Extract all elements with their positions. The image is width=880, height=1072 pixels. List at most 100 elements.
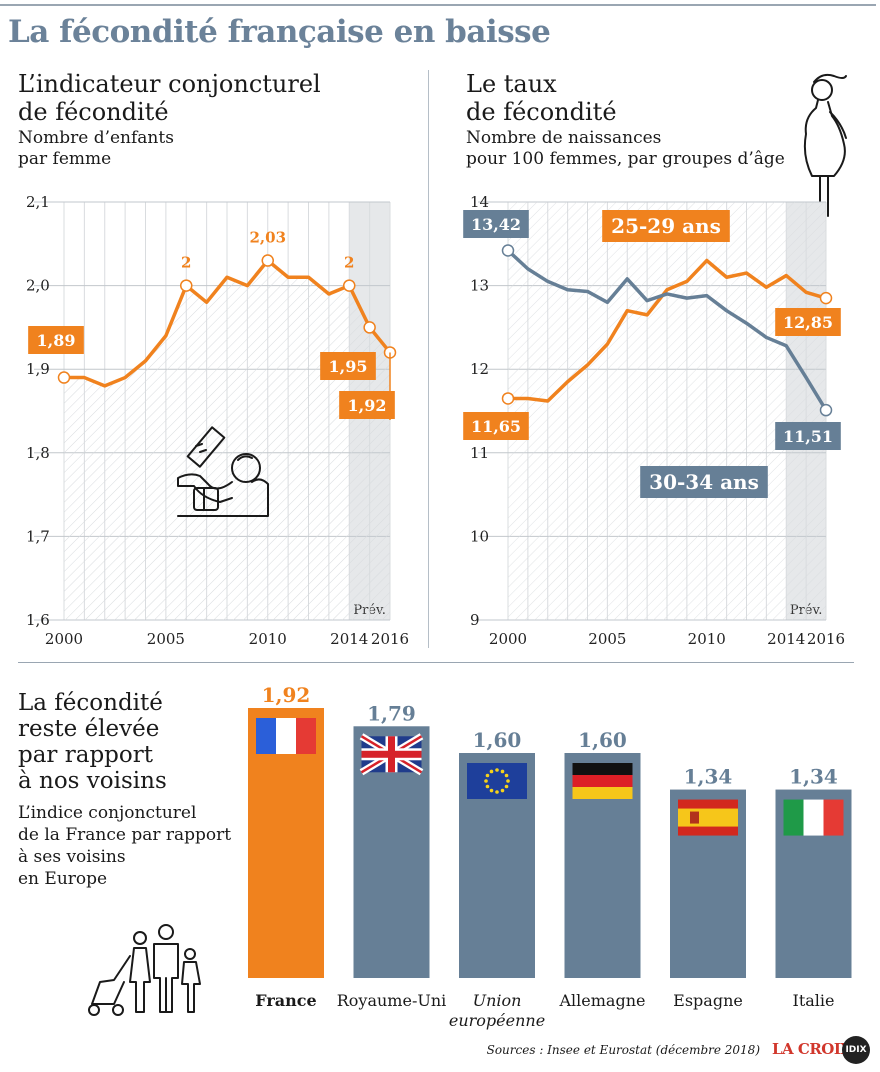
x-tick-label: 2010 (688, 630, 726, 648)
flag-stripe (572, 763, 633, 775)
flag-star (489, 769, 494, 774)
series-name-label-box (640, 466, 768, 498)
bar-value-label: 1,34 (789, 765, 838, 789)
bar-value-label: 1,60 (578, 728, 627, 752)
bar-value-label: 1,79 (367, 701, 416, 725)
flag-cross-red (361, 750, 422, 758)
panel2-title: Le taux de fécondité (466, 70, 617, 126)
data-label: 2 (181, 254, 191, 272)
x-tick-label: 2000 (45, 630, 83, 648)
flag-star (504, 773, 509, 778)
x-tick-label: 2005 (588, 630, 626, 648)
data-label-box (339, 391, 395, 419)
flag-stripe (572, 775, 633, 787)
horizontal-divider (18, 662, 854, 663)
series-name-label: 25-29 ans (611, 214, 721, 238)
x-tick-label: 2000 (489, 630, 527, 648)
data-label: 2,03 (249, 229, 286, 247)
data-label: 2 (344, 254, 354, 272)
flag-star (485, 773, 490, 778)
data-label: 1,95 (329, 357, 368, 376)
start-marker (501, 244, 515, 257)
bar-value-label: 1,34 (684, 765, 733, 789)
end-value-label-box (775, 308, 841, 336)
panel3-subtitle-line1: L’indice conjoncturel (18, 803, 197, 823)
data-label-box (320, 352, 376, 380)
x-tick-label: 2016 (371, 630, 409, 648)
y-tick-label: 1,6 (26, 611, 50, 629)
y-tick-label: 1,8 (26, 444, 50, 462)
x-tick-label: 2014 (767, 630, 805, 648)
brand-logo: LA CROIX (772, 1040, 852, 1058)
flag-star (484, 779, 488, 783)
flag-stripe (276, 718, 296, 754)
fertility-rate-chart: Prév.910111213142000200520102014201611,6… (463, 193, 845, 648)
y-tick-label: 9 (470, 611, 480, 629)
y-tick-label: 14 (470, 193, 489, 211)
y-tick-label: 10 (470, 527, 489, 545)
data-point-marker (57, 371, 71, 384)
top-rule (0, 4, 876, 6)
panel3-subtitle: L’indice conjoncturel de la France par r… (18, 802, 231, 890)
data-point-marker (261, 254, 274, 267)
icf-line (64, 258, 392, 388)
data-point-marker (180, 279, 193, 292)
y-tick-label: 2,0 (26, 277, 50, 295)
y-tick-label: 2,1 (26, 193, 50, 211)
flag-star (495, 768, 499, 772)
flag-star (489, 788, 494, 793)
x-tick-label: 2016 (807, 630, 845, 648)
data-label-box (28, 326, 84, 354)
bar-category-label: Union (473, 991, 522, 1010)
flag-emblem (690, 811, 699, 824)
end-value-label-box (775, 422, 841, 450)
series-line-25-29 (508, 258, 827, 403)
series-line-30-34 (506, 249, 828, 412)
panel1-title-line1: L’indicateur conjoncturel (18, 70, 321, 98)
baby-bottle-icon (177, 426, 269, 517)
series-name-label-box (602, 210, 730, 242)
start-value-label: 13,42 (471, 215, 521, 234)
y-tick-label: 1,9 (26, 360, 50, 378)
x-tick-label: 2014 (330, 630, 368, 648)
bar-category-label: européenne (449, 1011, 545, 1030)
start-value-label: 11,65 (471, 417, 521, 436)
end-marker (819, 403, 833, 417)
flag-stripe (572, 787, 633, 799)
hatch-fill (508, 202, 826, 620)
panel1-title: L’indicateur conjoncturel de fécondité (18, 70, 321, 126)
y-tick-label: 1,7 (26, 527, 50, 545)
panel2-subtitle: Nombre de naissances pour 100 femmes, pa… (466, 128, 785, 170)
area-fill (64, 260, 390, 620)
bar-group-italy: 1,34 Italie (775, 765, 852, 1010)
start-marker (501, 392, 515, 405)
panel2-subtitle-line1: Nombre de naissances (466, 128, 662, 148)
bar-category-label: Espagne (673, 991, 743, 1010)
panel2-title-line1: Le taux (466, 70, 557, 98)
start-value-label-box (463, 210, 529, 238)
bar-category-label: Italie (793, 991, 835, 1010)
flag-stripe (823, 799, 844, 836)
bar-category-label: Royaume-Uni (337, 991, 447, 1010)
panel3-title-line2: reste élevée (18, 716, 160, 742)
page-title: La fécondité française en baisse (8, 14, 551, 50)
y-tick-label: 11 (470, 444, 489, 462)
panel1-subtitle-line2: par femme (18, 149, 112, 169)
bar-category-label: France (255, 991, 316, 1010)
end-value-label: 11,51 (783, 427, 833, 446)
vertical-divider (428, 70, 429, 648)
bar-value-label: 1,60 (473, 728, 522, 752)
panel3-subtitle-line3: à ses voisins (18, 847, 126, 867)
bar-category-label: Allemagne (559, 991, 646, 1010)
panel3-title-line3: par rapport (18, 742, 153, 768)
data-point-marker (343, 279, 356, 292)
flag-stripe (296, 718, 316, 754)
sources: Sources : Insee et Eurostat (décembre 20… (486, 1043, 760, 1057)
x-tick-label: 2010 (249, 630, 287, 648)
bar-group-germany: 1,60 Allemagne (559, 728, 646, 1010)
panel3-title-line4: à nos voisins (18, 768, 167, 794)
panel1-subtitle-line1: Nombre d’enfants (18, 128, 174, 148)
bar-group-uk: 1,79 Royaume-Uni (337, 701, 447, 1010)
y-tick-label: 12 (470, 360, 489, 378)
